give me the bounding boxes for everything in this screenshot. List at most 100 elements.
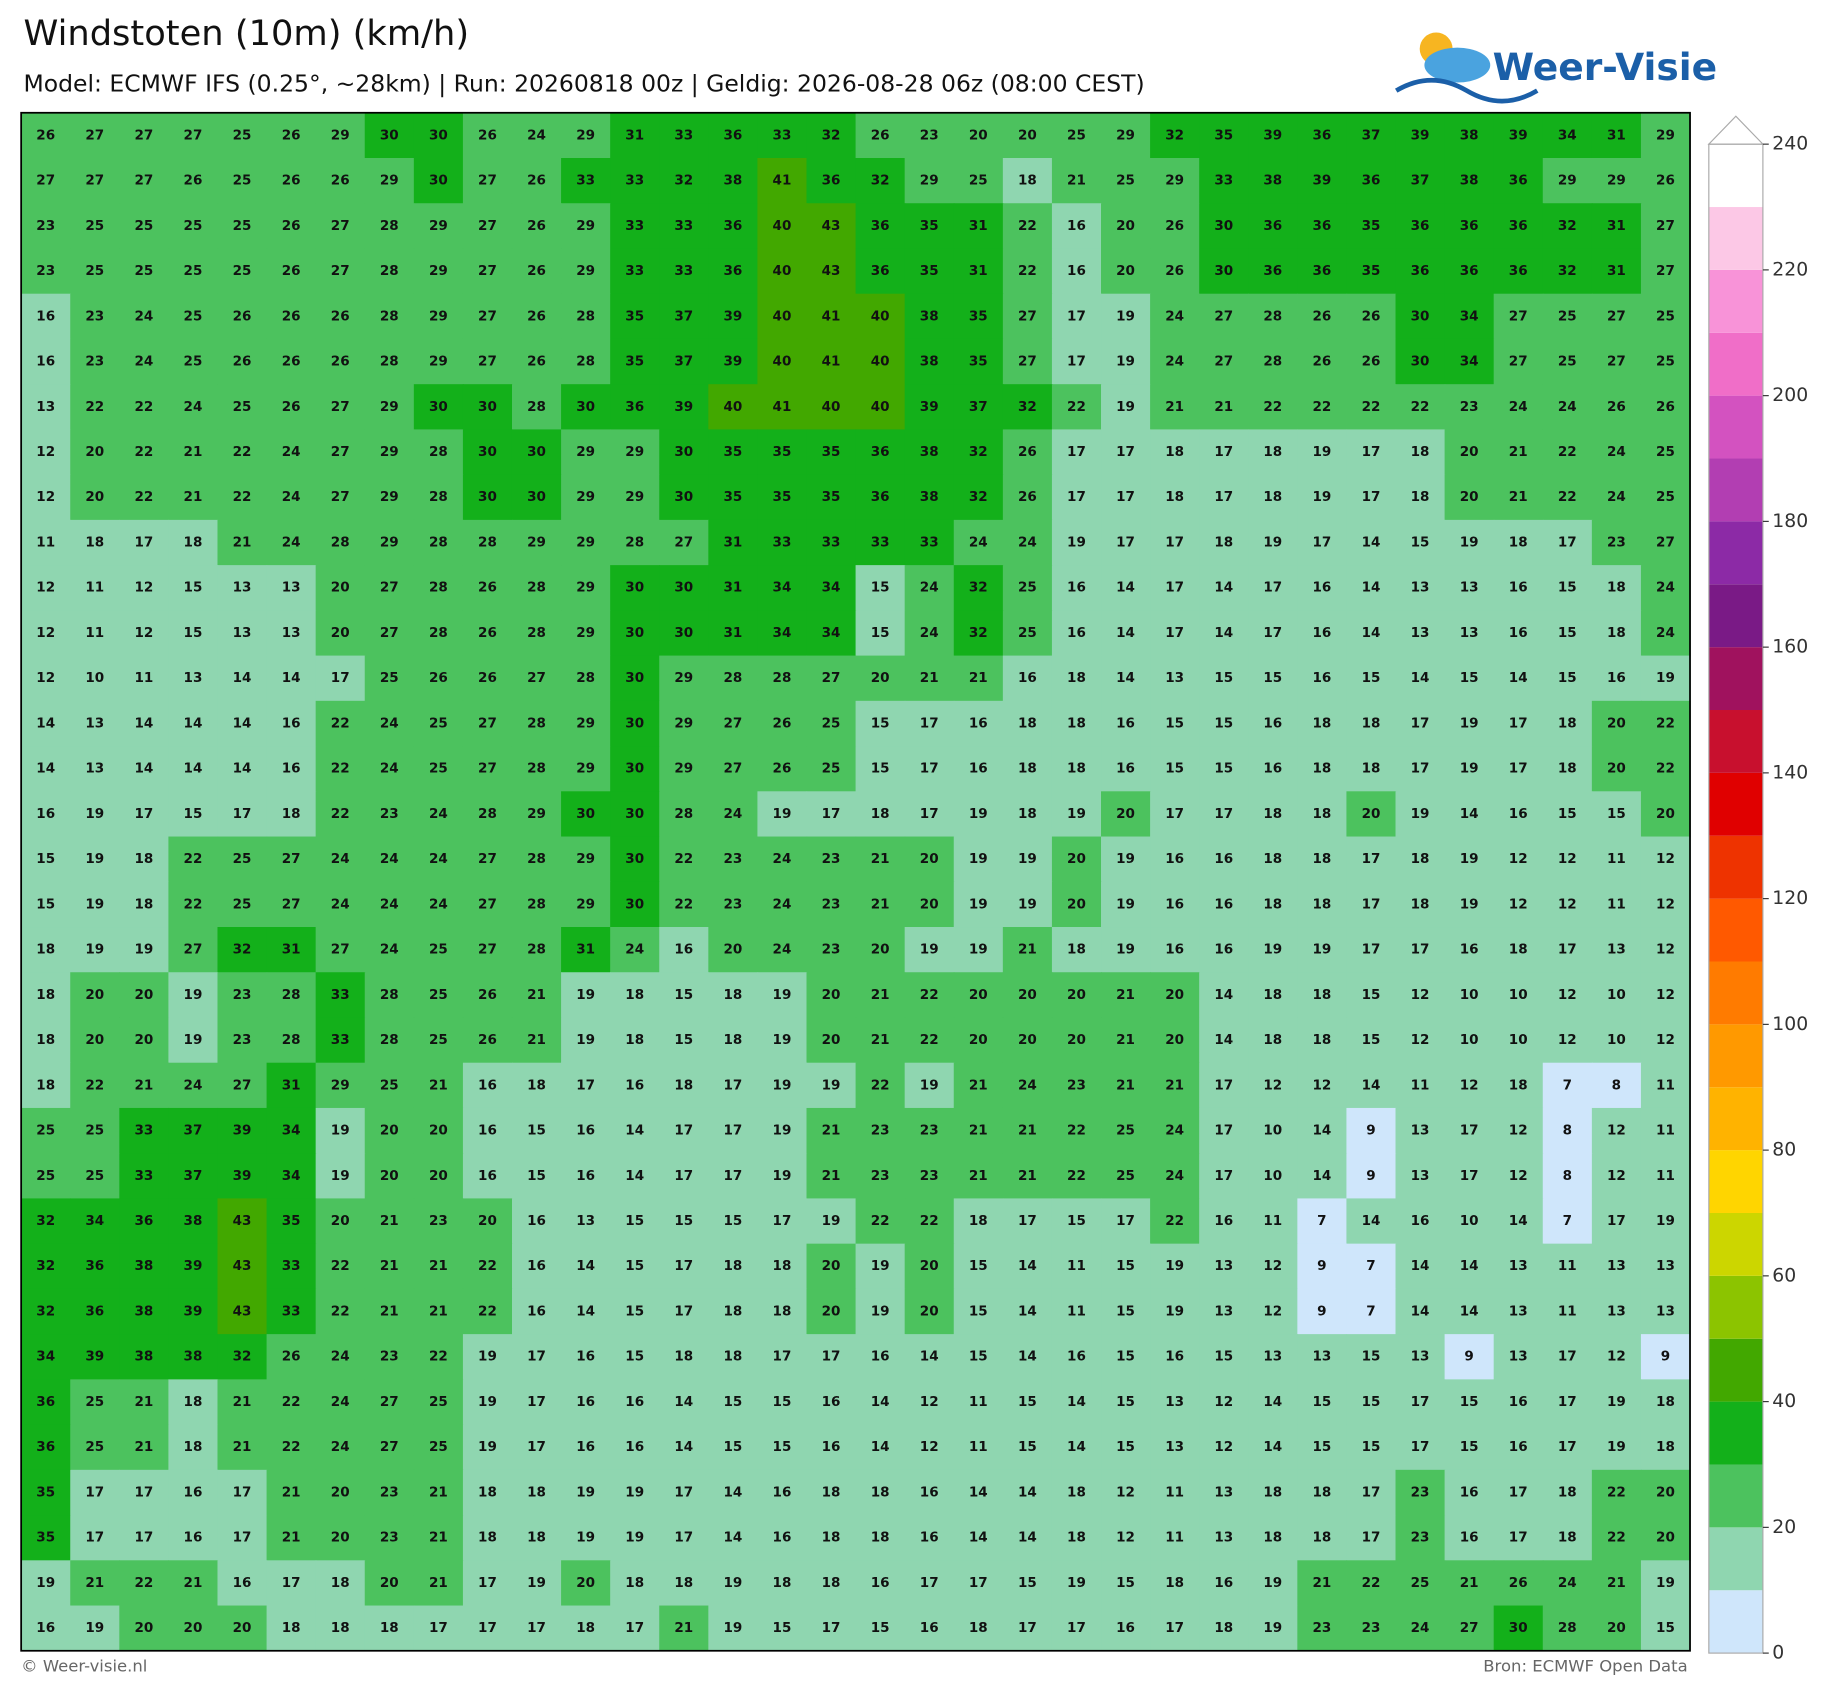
grid-value: 19 xyxy=(625,1531,644,1546)
grid-value: 12 xyxy=(1558,1033,1577,1048)
grid-value: 15 xyxy=(625,1350,644,1365)
grid-value: 18 xyxy=(1411,490,1430,505)
colorbar-bin xyxy=(1708,207,1763,270)
grid-value: 19 xyxy=(920,1078,939,1093)
grid-value: 18 xyxy=(478,1485,497,1500)
grid-cell xyxy=(953,700,1004,747)
grid-cell xyxy=(462,700,513,747)
grid-value: 11 xyxy=(1607,897,1626,912)
grid-cell xyxy=(904,565,955,612)
grid-value: 23 xyxy=(233,988,252,1003)
grid-value: 7 xyxy=(1317,1214,1326,1229)
grid-cell xyxy=(659,1017,710,1064)
grid-cell xyxy=(1150,881,1200,928)
grid-value: 11 xyxy=(969,1440,988,1455)
grid-value: 17 xyxy=(1067,490,1086,505)
grid-cell xyxy=(806,157,857,204)
grid-cell xyxy=(364,927,415,973)
grid-cell xyxy=(1493,836,1544,883)
grid-cell xyxy=(1051,1379,1102,1426)
grid-cell xyxy=(1297,700,1348,747)
grid-cell xyxy=(1002,836,1053,883)
grid-value: 21 xyxy=(527,988,546,1003)
grid-cell xyxy=(1051,1605,1102,1652)
grid-value: 19 xyxy=(1460,762,1479,777)
grid-value: 31 xyxy=(723,581,742,596)
grid-value: 28 xyxy=(1558,1621,1577,1636)
grid-value: 17 xyxy=(1214,807,1233,822)
grid-cell xyxy=(1101,836,1151,883)
grid-value: 32 xyxy=(969,581,988,596)
grid-value: 17 xyxy=(1362,1485,1381,1500)
grid-cell xyxy=(217,1469,268,1516)
grid-value: 15 xyxy=(1214,1350,1233,1365)
grid-cell xyxy=(659,1062,710,1109)
grid-cell xyxy=(757,157,808,204)
grid-value: 20 xyxy=(822,988,841,1003)
grid-cell xyxy=(1150,1017,1200,1064)
grid-value: 18 xyxy=(85,536,104,551)
grid-value: 31 xyxy=(1607,264,1626,279)
grid-value: 18 xyxy=(1362,762,1381,777)
grid-value: 18 xyxy=(282,1621,301,1636)
grid-value: 17 xyxy=(1362,852,1381,867)
grid-cell xyxy=(561,1243,611,1290)
grid-value: 30 xyxy=(1411,309,1430,324)
grid-cell xyxy=(1297,384,1348,431)
grid-cell xyxy=(1444,112,1495,159)
grid-value: 18 xyxy=(1312,716,1331,731)
grid-value: 16 xyxy=(527,1259,546,1274)
grid-cell xyxy=(1101,293,1151,340)
grid-value: 25 xyxy=(429,1440,448,1455)
grid-value: 21 xyxy=(1018,1124,1037,1139)
grid-cell xyxy=(21,1288,71,1335)
grid-value: 27 xyxy=(331,490,350,505)
grid-value: 22 xyxy=(233,445,252,460)
grid-cell xyxy=(1493,1107,1544,1154)
grid-value: 34 xyxy=(85,1214,104,1229)
grid-cell xyxy=(904,519,955,566)
grid-value: 24 xyxy=(380,762,399,777)
grid-cell xyxy=(168,1288,219,1335)
grid-cell xyxy=(315,1560,366,1607)
grid-cell xyxy=(1591,1560,1642,1607)
grid-value: 37 xyxy=(1362,128,1381,143)
grid-cell xyxy=(904,293,955,340)
grid-value: 19 xyxy=(1312,490,1331,505)
grid-cell xyxy=(70,836,121,883)
grid-value: 14 xyxy=(871,1395,890,1410)
grid-cell xyxy=(1297,203,1348,250)
grid-value: 26 xyxy=(1362,355,1381,370)
grid-cell xyxy=(413,881,464,928)
grid-value: 43 xyxy=(233,1305,252,1320)
grid-value: 40 xyxy=(773,264,792,279)
grid-cell xyxy=(1591,519,1642,566)
grid-value: 26 xyxy=(1656,400,1675,415)
grid-value: 26 xyxy=(331,309,350,324)
grid-cell xyxy=(1395,1334,1446,1381)
grid-value: 35 xyxy=(822,490,841,505)
grid-value: 16 xyxy=(920,1485,939,1500)
grid-value: 26 xyxy=(527,355,546,370)
grid-value: 11 xyxy=(85,581,104,596)
grid-cell xyxy=(413,338,464,385)
grid-cell xyxy=(1640,1198,1691,1245)
grid-cell xyxy=(1150,746,1200,792)
grid-cell xyxy=(1248,293,1299,340)
grid-cell xyxy=(1591,565,1642,612)
grid-value: 30 xyxy=(1214,264,1233,279)
grid-value: 21 xyxy=(871,1033,890,1048)
grid-value: 35 xyxy=(723,490,742,505)
grid-value: 17 xyxy=(1362,445,1381,460)
grid-cell xyxy=(1199,384,1249,431)
grid-cell xyxy=(1542,1515,1593,1562)
grid-value: 12 xyxy=(36,581,55,596)
grid-cell xyxy=(1395,1379,1446,1426)
grid-value: 28 xyxy=(380,264,399,279)
grid-value: 20 xyxy=(1067,852,1086,867)
grid-cell xyxy=(708,429,759,476)
grid-cell xyxy=(659,112,710,159)
grid-cell xyxy=(70,1334,121,1381)
grid-cell xyxy=(168,610,219,657)
colorbar-bin xyxy=(1708,835,1763,899)
